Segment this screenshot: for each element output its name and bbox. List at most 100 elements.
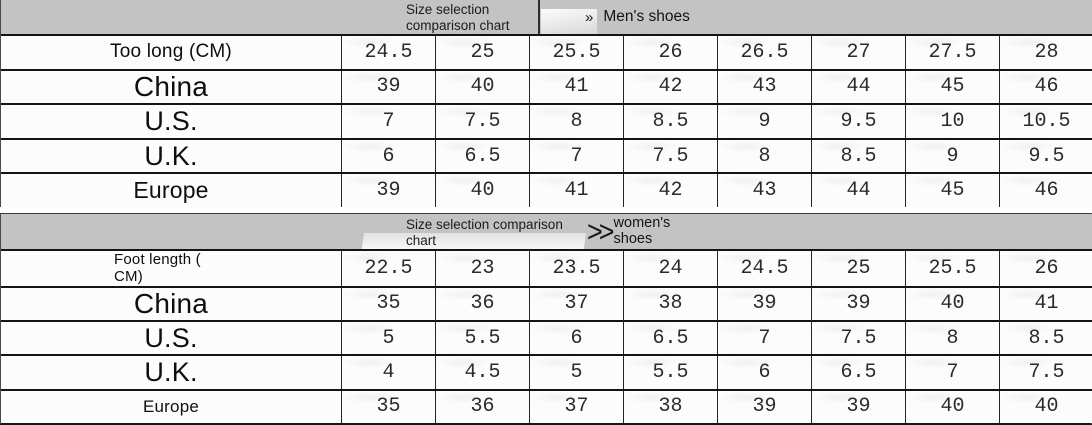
category-text-line: shoes: [613, 230, 653, 247]
header-title-line: Size selection comparison: [406, 217, 563, 232]
size-cell: 9: [717, 105, 811, 138]
size-cell: 7: [529, 139, 623, 173]
size-cell: 35: [341, 287, 435, 320]
size-cell: 40: [435, 70, 529, 104]
row-label: U.S.: [144, 322, 198, 353]
size-cell: 27: [811, 36, 905, 69]
size-cell: 6: [529, 321, 623, 355]
row-label: Europe: [142, 396, 200, 416]
size-cell: 42: [623, 174, 717, 207]
size-cell: 23.5: [529, 251, 623, 286]
category-text-line: women's: [613, 214, 671, 231]
size-cell: 9: [905, 139, 999, 173]
size-cell: 6.5: [623, 321, 717, 355]
header-title-line: Size selection: [406, 2, 490, 17]
size-cell: 37: [529, 287, 623, 320]
size-cell: 5.5: [435, 321, 529, 355]
row-label: U.K.: [144, 356, 198, 387]
size-cell: 7.5: [811, 321, 905, 355]
header-title-line: comparison chart: [406, 17, 510, 33]
row-label: Too long (CM): [110, 41, 232, 63]
row-label: Europe: [133, 177, 209, 204]
row-label: U.S.: [144, 105, 198, 136]
size-cell: 8.5: [811, 139, 905, 173]
size-cell: 45: [905, 174, 999, 207]
size-cell: 45: [905, 70, 999, 104]
size-cell: 44: [811, 174, 905, 207]
size-cell: 5: [529, 356, 623, 389]
size-cell: 39: [341, 70, 435, 104]
size-cell: 43: [717, 174, 811, 207]
mens-category-label: » Men's shoes: [585, 0, 690, 34]
size-cell: 41: [529, 174, 623, 207]
size-cell: 8.5: [999, 321, 1092, 355]
mens-size-table: Size selection comparison chart » Men's …: [0, 0, 1092, 207]
size-cell: 8: [529, 105, 623, 138]
table-row-foot-length: Foot length ( CM) 22.5 23 23.5 24 24.5 2…: [1, 249, 1092, 286]
size-cell: 23: [435, 251, 529, 286]
size-cell: 27.5: [905, 36, 999, 69]
size-cell: 25.5: [905, 251, 999, 286]
size-cell: 4: [341, 356, 435, 389]
double-chevron-icon: »: [585, 8, 594, 26]
mens-header-band: Size selection comparison chart » Men's …: [1, 0, 1092, 34]
size-cell: 5.5: [623, 356, 717, 389]
row-label-line: Foot length (: [114, 251, 201, 268]
size-cell: 24.5: [341, 36, 435, 69]
header-title-line: chart: [406, 232, 437, 248]
size-cell: 6.5: [435, 139, 529, 173]
size-cell: 6.5: [811, 356, 905, 389]
size-cell: 41: [999, 287, 1092, 320]
table-row-uk: U.K. 6 6.5 7 7.5 8 8.5 9 9.5: [1, 137, 1092, 173]
table-row-us: U.S. 5 5.5 6 6.5 7 7.5 8 8.5: [1, 319, 1092, 355]
row-label: Foot length ( CM): [1, 251, 341, 286]
size-cell: 8: [905, 321, 999, 355]
double-chevron-icon: >>: [587, 215, 614, 249]
size-cell: 39: [717, 287, 811, 320]
table-row-europe: Europe 39 40 41 42 43 44 45 46: [1, 172, 1092, 207]
size-cell: 25: [811, 251, 905, 286]
size-cell: 42: [623, 70, 717, 104]
size-cell: 7.5: [999, 356, 1092, 389]
table-row-china: China 35 36 37 38 39 39 40 41: [1, 285, 1092, 320]
size-cell: 40: [905, 287, 999, 320]
size-cell: 5: [341, 321, 435, 355]
size-cell: 40: [999, 390, 1092, 423]
size-cell: 38: [623, 390, 717, 423]
size-cell: 28: [999, 36, 1092, 69]
size-cell: 46: [999, 174, 1092, 207]
size-cell: 40: [905, 390, 999, 423]
size-cell: 7: [905, 356, 999, 389]
row-label: U.K.: [144, 140, 198, 171]
size-cell: 39: [341, 174, 435, 207]
table-row-china: China 39 40 41 42 43 44 45 46: [1, 68, 1092, 104]
table-row-us: U.S. 7 7.5 8 8.5 9 9.5 10 10.5: [1, 103, 1092, 138]
table-row-too-long: Too long (CM) 24.5 25 25.5 26 26.5 27 27…: [1, 34, 1092, 69]
womens-header-title: Size selection comparison chart: [406, 217, 563, 249]
size-cell: 40: [435, 174, 529, 207]
size-cell: 7: [341, 105, 435, 138]
row-label: China: [133, 287, 209, 319]
size-cell: 8.5: [623, 105, 717, 138]
womens-category-label: >> women's shoes: [587, 214, 670, 249]
table-row-uk: U.K. 4 4.5 5 5.5 6 6.5 7 7.5: [1, 354, 1092, 389]
size-cell: 36: [435, 390, 529, 423]
header-divider-line: [538, 0, 540, 34]
size-cell: 41: [529, 70, 623, 104]
size-cell: 39: [811, 287, 905, 320]
size-cell: 6: [341, 139, 435, 173]
size-cell: 39: [811, 390, 905, 423]
size-cell: 44: [811, 70, 905, 104]
size-cell: 24: [623, 251, 717, 286]
table-row-europe: Europe 35 36 37 38 39 39 40 40: [1, 388, 1092, 423]
size-cell: 4.5: [435, 356, 529, 389]
size-cell: 10: [905, 105, 999, 138]
size-cell: 43: [717, 70, 811, 104]
row-label-line: CM): [114, 268, 143, 286]
size-cell: 7.5: [623, 139, 717, 173]
size-cell: 36: [435, 287, 529, 320]
womens-size-table: Size selection comparison chart >> women…: [0, 213, 1092, 425]
size-cell: 46: [999, 70, 1092, 104]
size-cell: 25.5: [529, 36, 623, 69]
